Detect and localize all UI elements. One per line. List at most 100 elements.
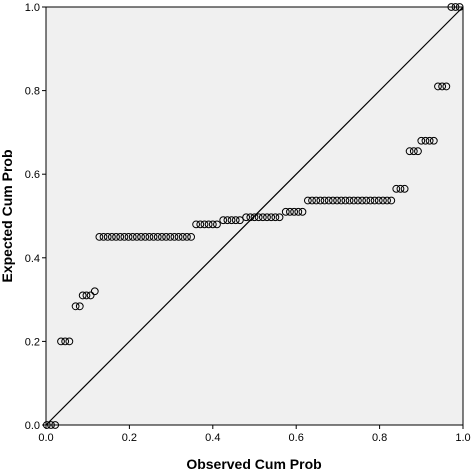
data-point [219, 216, 228, 225]
data-point [400, 184, 409, 193]
data-point [333, 196, 341, 205]
data-point [242, 213, 251, 222]
data-point [192, 220, 201, 229]
data-point [442, 82, 451, 91]
data-point [447, 3, 456, 11]
data-point [370, 196, 379, 205]
data-point [421, 136, 430, 145]
data-point [383, 196, 392, 205]
data-point [71, 302, 80, 311]
data-point [158, 233, 166, 241]
data-point [124, 233, 133, 241]
data-point [366, 196, 375, 205]
data-point [354, 196, 362, 205]
data-point [75, 302, 84, 311]
y-axis-title: Expected Cum Prob [0, 149, 15, 282]
data-point [166, 233, 175, 241]
data-point [345, 196, 354, 205]
data-point [99, 233, 108, 241]
data-point [61, 337, 70, 346]
data-point [425, 136, 434, 145]
data-point [112, 233, 120, 241]
data-point [286, 207, 294, 216]
data-point [303, 196, 312, 205]
data-point [263, 213, 271, 222]
data-point [429, 136, 438, 145]
y-tick-label: 0.0 [25, 420, 40, 432]
data-point [95, 233, 104, 241]
data-point [51, 421, 60, 429]
data-point [187, 233, 196, 241]
data-point [312, 196, 321, 205]
x-tick-label: 1.0 [455, 432, 470, 444]
data-point [341, 196, 350, 205]
data-point [320, 196, 329, 205]
data-point [141, 233, 150, 241]
data-point [324, 196, 333, 205]
data-point [116, 233, 125, 241]
data-point [223, 216, 232, 225]
data-point [133, 233, 141, 241]
data-point [149, 233, 158, 241]
y-tick-label: 0.2 [25, 336, 40, 348]
data-point [90, 287, 99, 296]
data-point [275, 213, 284, 222]
data-point [417, 136, 426, 145]
data-point [328, 196, 337, 205]
data-point [107, 233, 116, 241]
y-tick-label: 1.0 [25, 2, 40, 14]
data-point [42, 421, 51, 429]
data-point [227, 216, 236, 225]
data-point [414, 147, 422, 156]
data-point [86, 291, 95, 300]
axis-ticks: 0.0 0.2 0.4 0.6 0.8 1.0 0.0 0.2 0.4 0.6 0.8 1.0 [25, 2, 471, 444]
data-point [387, 196, 396, 205]
data-point [153, 233, 162, 241]
data-point [392, 184, 401, 193]
data-point [294, 207, 303, 216]
data-point [337, 196, 346, 205]
data-point [267, 213, 276, 222]
data-point [362, 196, 371, 205]
reference-diagonal-line [45, 6, 464, 426]
data-point [57, 337, 65, 346]
data-point [379, 196, 387, 205]
data-point [208, 220, 217, 229]
x-tick-label: 0.0 [38, 432, 53, 444]
data-point [213, 220, 221, 229]
data-point [308, 196, 316, 205]
data-point [409, 147, 418, 156]
data-point [250, 213, 259, 222]
data-point [170, 233, 179, 241]
data-point [290, 207, 299, 216]
data-point [254, 213, 263, 222]
data-point [271, 213, 280, 222]
data-point [137, 233, 145, 241]
data-point [298, 207, 307, 216]
data-point [396, 184, 405, 193]
data-point [231, 216, 240, 225]
data-point [183, 233, 191, 241]
data-point [204, 220, 213, 229]
data-point [358, 196, 366, 205]
x-axis-title: Observed Cum Prob [186, 456, 321, 472]
data-point [103, 233, 112, 241]
x-tick-label: 0.8 [372, 432, 387, 444]
data-point [438, 82, 447, 91]
data-point [316, 196, 325, 205]
data-point [258, 213, 267, 222]
y-tick-label: 0.6 [25, 169, 40, 181]
data-point [120, 233, 129, 241]
y-tick-label: 0.4 [25, 253, 40, 265]
data-point [405, 147, 414, 156]
data-point [78, 291, 87, 300]
data-point [82, 291, 91, 300]
data-point [174, 233, 183, 241]
x-tick-label: 0.6 [289, 432, 304, 444]
data-points [42, 3, 464, 429]
data-point [374, 196, 383, 205]
data-point [349, 196, 358, 205]
x-tick-label: 0.2 [122, 432, 137, 444]
data-point [455, 3, 464, 11]
